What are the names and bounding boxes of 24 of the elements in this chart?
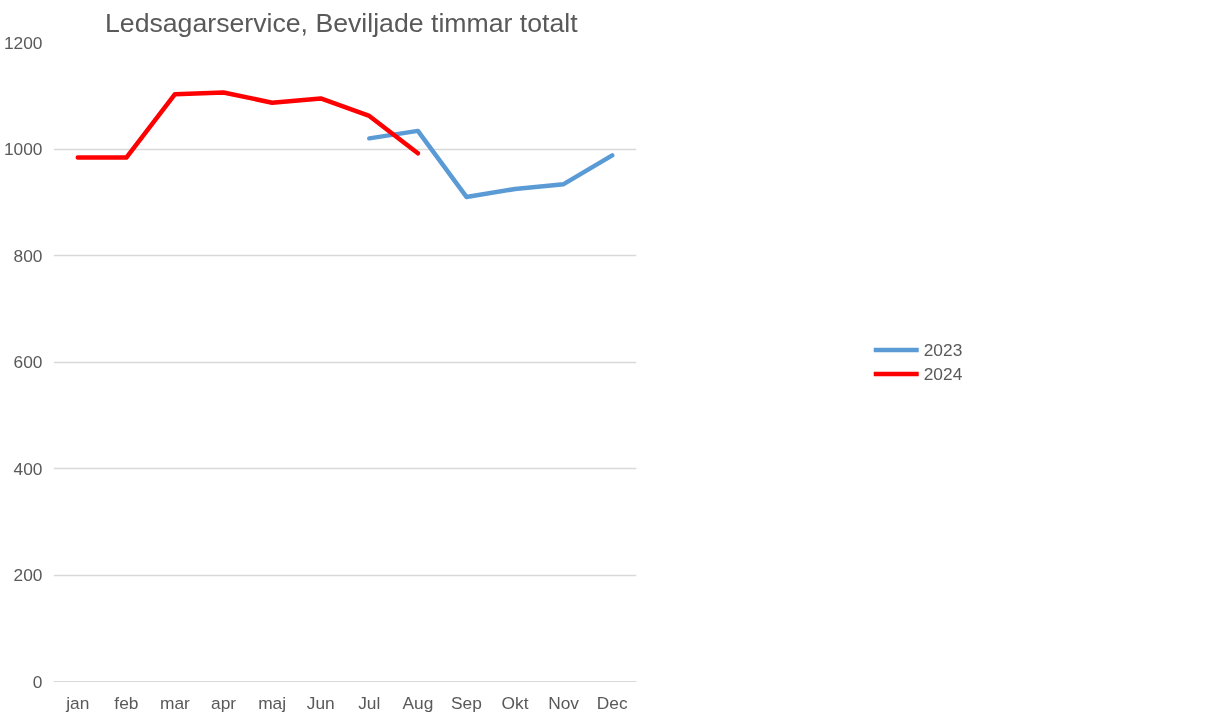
x-tick-label: Jul: [358, 692, 381, 713]
x-tick-label: Okt: [501, 692, 529, 713]
x-tick-label: mar: [160, 692, 191, 713]
line-series: [75, 90, 421, 160]
x-tick-label: feb: [114, 692, 139, 713]
y-tick-label: 800: [13, 245, 43, 266]
y-tick-label: 1200: [3, 32, 43, 53]
x-tick-label: jan: [65, 692, 90, 713]
x-tick-label: Aug: [402, 692, 434, 713]
x-tick-label: Jun: [306, 692, 335, 713]
x-tick-label: Dec: [596, 692, 628, 713]
y-tick-label: 200: [13, 565, 43, 585]
y-tick-label: 1000: [3, 139, 43, 159]
line-series: [367, 128, 615, 200]
x-tick-label: apr: [211, 692, 237, 713]
legend-label: 2024: [923, 363, 963, 384]
chart-title: Ledsagarservice, Beviljade timmar totalt: [104, 7, 579, 38]
y-tick-label: 0: [32, 671, 43, 692]
x-tick-label: Nov: [548, 692, 580, 713]
y-tick-label: 400: [13, 458, 43, 479]
x-tick-label: maj: [258, 692, 287, 713]
x-tick-label: Sep: [451, 692, 482, 713]
y-tick-label: 600: [13, 352, 43, 372]
legend-label: 2023: [923, 339, 963, 360]
